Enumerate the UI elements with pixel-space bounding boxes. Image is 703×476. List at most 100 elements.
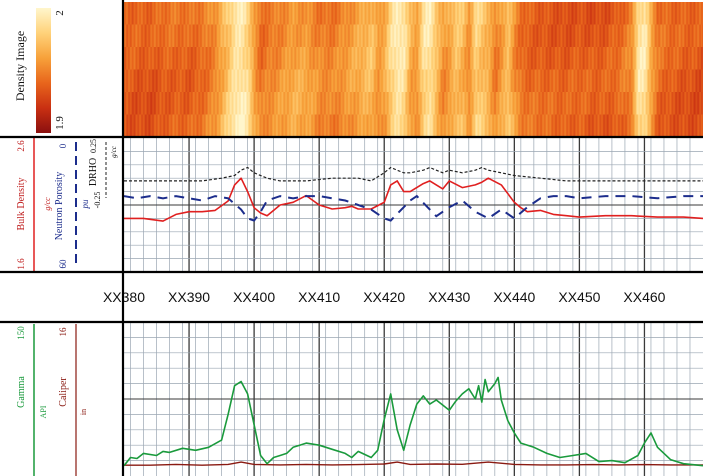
image-pixel-column [470, 114, 472, 138]
image-pixel-column [417, 69, 419, 93]
image-pixel-column [519, 69, 521, 93]
image-pixel-column [675, 69, 677, 93]
image-pixel-column [635, 114, 637, 138]
image-pixel-column [664, 2, 666, 25]
image-pixel-column [644, 24, 646, 48]
image-pixel-column [227, 92, 229, 115]
image-pixel-column [614, 69, 616, 93]
image-pixel-column [415, 92, 417, 115]
image-pixel-column [334, 92, 336, 115]
image-pixel-column [296, 92, 298, 115]
image-pixel-column [219, 114, 221, 138]
image-pixel-column [462, 114, 464, 138]
image-pixel-column [155, 24, 157, 48]
image-pixel-column [384, 47, 386, 70]
image-pixel-column [238, 2, 240, 25]
image-pixel-column [562, 114, 564, 138]
image-pixel-column [259, 92, 261, 115]
image-pixel-column [252, 2, 254, 25]
image-pixel-column [304, 92, 306, 115]
image-pixel-column [326, 47, 328, 70]
image-pixel-column [403, 69, 405, 93]
image-pixel-column [343, 69, 345, 93]
image-pixel-column [256, 92, 258, 115]
image-pixel-column [255, 47, 257, 70]
image-pixel-column [662, 92, 664, 115]
image-pixel-column [147, 47, 149, 70]
image-pixel-column [423, 114, 425, 138]
image-pixel-column [433, 114, 435, 138]
image-pixel-column [151, 2, 153, 25]
image-pixel-column [502, 24, 504, 48]
image-pixel-column [666, 114, 668, 138]
image-pixel-column [332, 47, 334, 70]
image-pixel-column [568, 2, 570, 25]
image-pixel-column [665, 2, 667, 25]
image-pixel-column [202, 2, 204, 25]
image-pixel-column [302, 69, 304, 93]
image-pixel-column [405, 114, 407, 138]
image-pixel-column [160, 69, 162, 93]
image-pixel-column [544, 2, 546, 25]
image-pixel-column [129, 92, 131, 115]
image-pixel-column [521, 114, 523, 138]
image-pixel-column [501, 114, 503, 138]
image-pixel-column [280, 47, 282, 70]
image-pixel-column [235, 2, 237, 25]
image-pixel-column [269, 92, 271, 115]
image-pixel-column [316, 92, 318, 115]
image-pixel-column [632, 114, 634, 138]
image-pixel-column [647, 2, 649, 25]
image-pixel-column [278, 114, 280, 138]
image-pixel-column [248, 69, 250, 93]
image-pixel-column [696, 47, 698, 70]
image-pixel-column [694, 69, 696, 93]
image-pixel-column [556, 69, 558, 93]
image-pixel-column [225, 24, 227, 48]
image-pixel-column [124, 24, 126, 48]
image-pixel-column [308, 2, 310, 25]
image-pixel-column [129, 114, 131, 138]
image-pixel-column [435, 24, 437, 48]
image-pixel-column [667, 69, 669, 93]
image-pixel-column [177, 69, 179, 93]
image-pixel-column [204, 69, 206, 93]
image-pixel-column [361, 47, 363, 70]
image-pixel-column [140, 47, 142, 70]
image-pixel-column [648, 92, 650, 115]
image-pixel-column [265, 24, 267, 48]
image-pixel-column [153, 24, 155, 48]
image-pixel-column [696, 69, 698, 93]
image-pixel-column [355, 69, 357, 93]
image-pixel-column [323, 47, 325, 70]
image-pixel-column [494, 114, 496, 138]
image-pixel-column [218, 114, 220, 138]
image-pixel-column [444, 69, 446, 93]
image-pixel-column [169, 114, 171, 138]
image-pixel-column [640, 92, 642, 115]
image-pixel-column [561, 24, 563, 48]
image-pixel-column [435, 92, 437, 115]
image-pixel-column [427, 2, 429, 25]
image-pixel-column [184, 2, 186, 25]
image-pixel-column [548, 69, 550, 93]
image-pixel-column [140, 69, 142, 93]
image-pixel-column [290, 114, 292, 138]
depth-label: XX420 [363, 289, 405, 305]
image-pixel-column [501, 2, 503, 25]
image-pixel-column [481, 2, 483, 25]
image-pixel-column [679, 47, 681, 70]
image-pixel-column [650, 69, 652, 93]
image-pixel-column [194, 47, 196, 70]
image-pixel-column [266, 2, 268, 25]
image-pixel-column [633, 92, 635, 115]
image-pixel-column [606, 69, 608, 93]
image-pixel-column [124, 92, 126, 115]
image-pixel-column [244, 2, 246, 25]
image-pixel-column [263, 114, 265, 138]
image-pixel-column [641, 114, 643, 138]
image-pixel-column [281, 24, 283, 48]
image-pixel-column [323, 92, 325, 115]
image-pixel-column [251, 92, 253, 115]
